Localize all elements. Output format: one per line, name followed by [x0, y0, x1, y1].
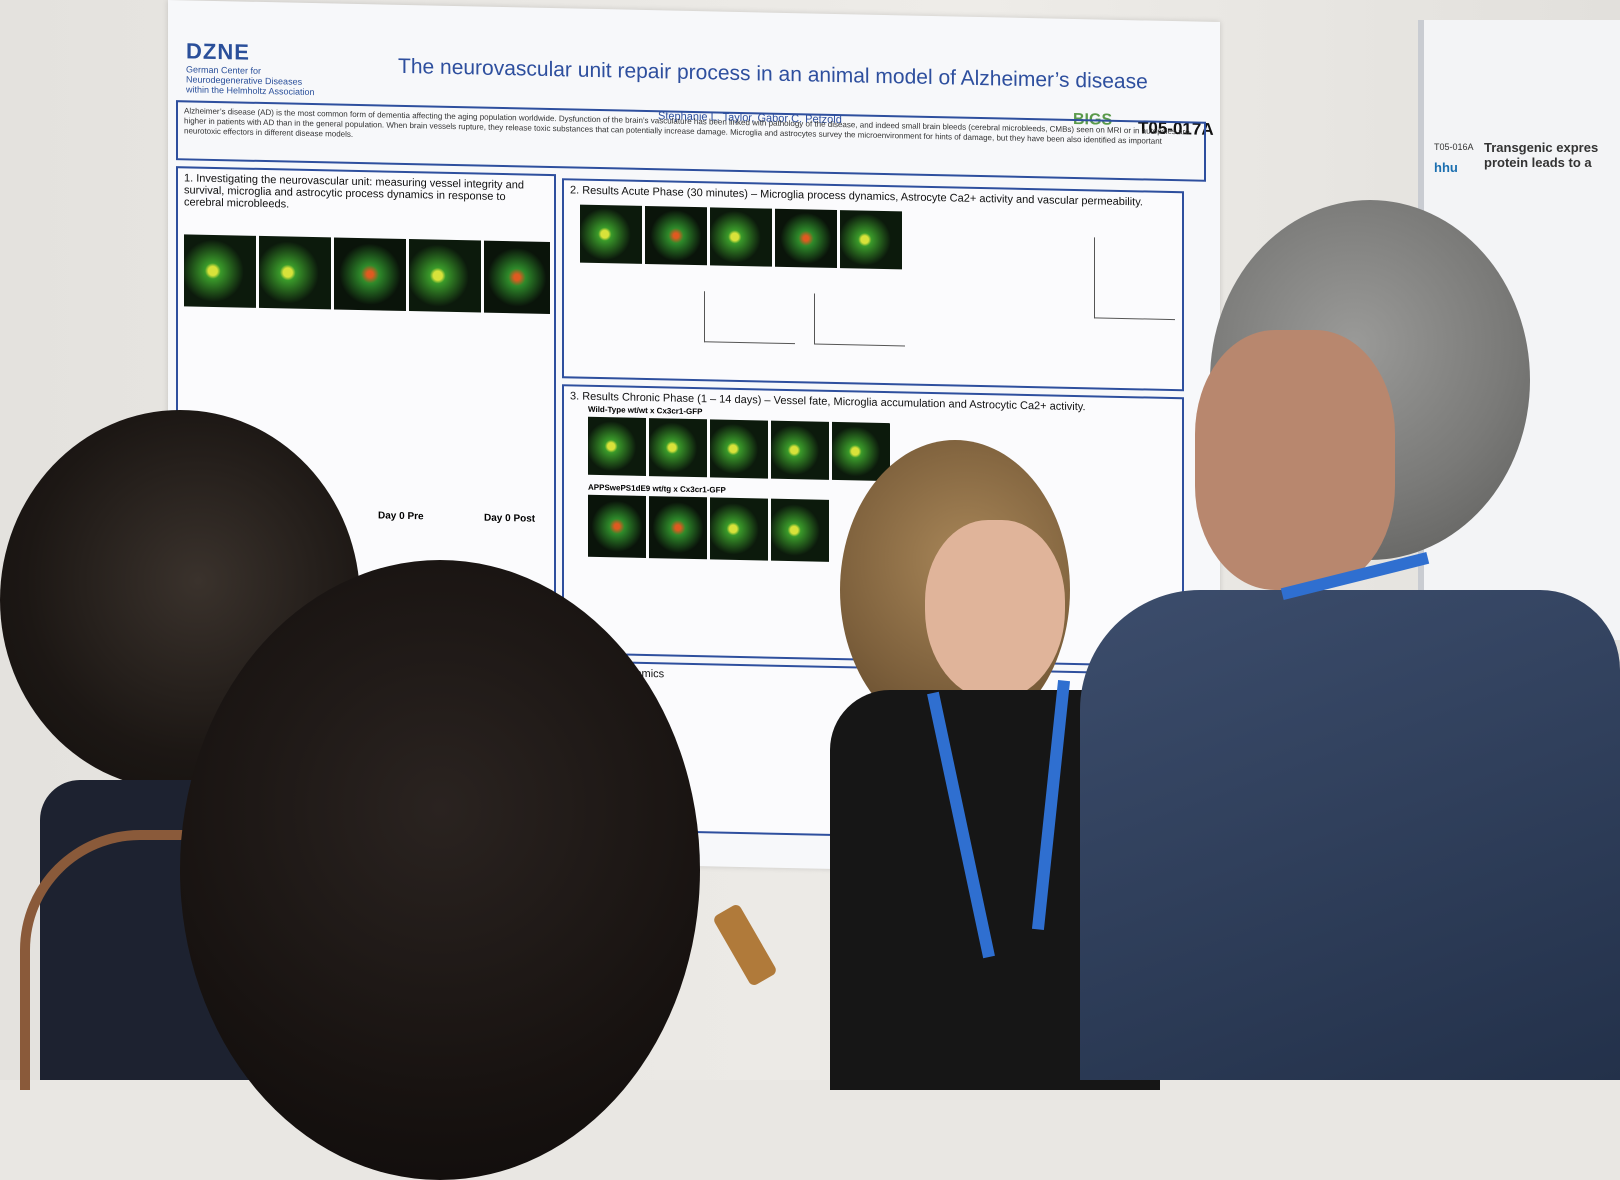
- micrograph: [484, 240, 550, 315]
- day0-pre-label: Day 0 Pre: [378, 510, 424, 523]
- face: [925, 520, 1065, 700]
- micrograph: [771, 498, 829, 562]
- logo-subtitle: German Center for Neurodegenerative Dise…: [186, 64, 315, 98]
- section-3-images-app: [588, 494, 829, 562]
- acute-plot: [1094, 237, 1175, 321]
- neighbor-logo: hhu: [1434, 160, 1458, 175]
- micrograph: [771, 420, 829, 480]
- micrograph: [184, 234, 256, 308]
- micrograph: [334, 237, 406, 311]
- micrograph: [649, 418, 707, 478]
- day0-post-label: Day 0 Post: [484, 512, 536, 525]
- micrograph: [649, 496, 707, 560]
- navy-polo: [1080, 590, 1620, 1080]
- poster-title: The neurovascular unit repair process in…: [398, 54, 1148, 94]
- micrograph: [588, 494, 646, 559]
- micrograph: [710, 419, 768, 479]
- bag-strap: [20, 830, 190, 1090]
- dark-hair: [180, 560, 700, 1180]
- section-2-panel: 2. Results Acute Phase (30 minutes) – Mi…: [562, 178, 1184, 392]
- neighbor-poster-title: Transgenic expres protein leads to a: [1484, 140, 1599, 170]
- micrograph: [409, 239, 481, 313]
- section-2-images: [580, 204, 902, 270]
- acute-plot: [704, 291, 795, 345]
- section-1-images: [184, 234, 550, 315]
- app-label: APPSwePS1dE9 wt/tg x Cx3cr1-GFP: [588, 482, 726, 495]
- micrograph: [580, 204, 642, 264]
- micrograph: [832, 421, 890, 482]
- face-profile: [1195, 330, 1395, 590]
- micrograph: [259, 235, 331, 310]
- micrograph: [710, 207, 772, 267]
- micrograph: [775, 208, 837, 269]
- acute-plot: [814, 293, 905, 347]
- section-1-heading: 1. Investigating the neurovascular unit:…: [184, 172, 524, 211]
- dzne-logo: DZNE German Center for Neurodegenerative…: [186, 38, 326, 97]
- micrograph: [645, 205, 707, 266]
- neighbor-poster-id: T05-016A: [1434, 142, 1474, 152]
- wildtype-label: Wild-Type wt/wt x Cx3cr1-GFP: [588, 404, 703, 417]
- section-3-images-wt: [588, 416, 890, 482]
- micrograph: [710, 497, 768, 561]
- logo-text: DZNE: [186, 38, 250, 65]
- micrograph: [840, 210, 902, 270]
- micrograph: [588, 416, 646, 477]
